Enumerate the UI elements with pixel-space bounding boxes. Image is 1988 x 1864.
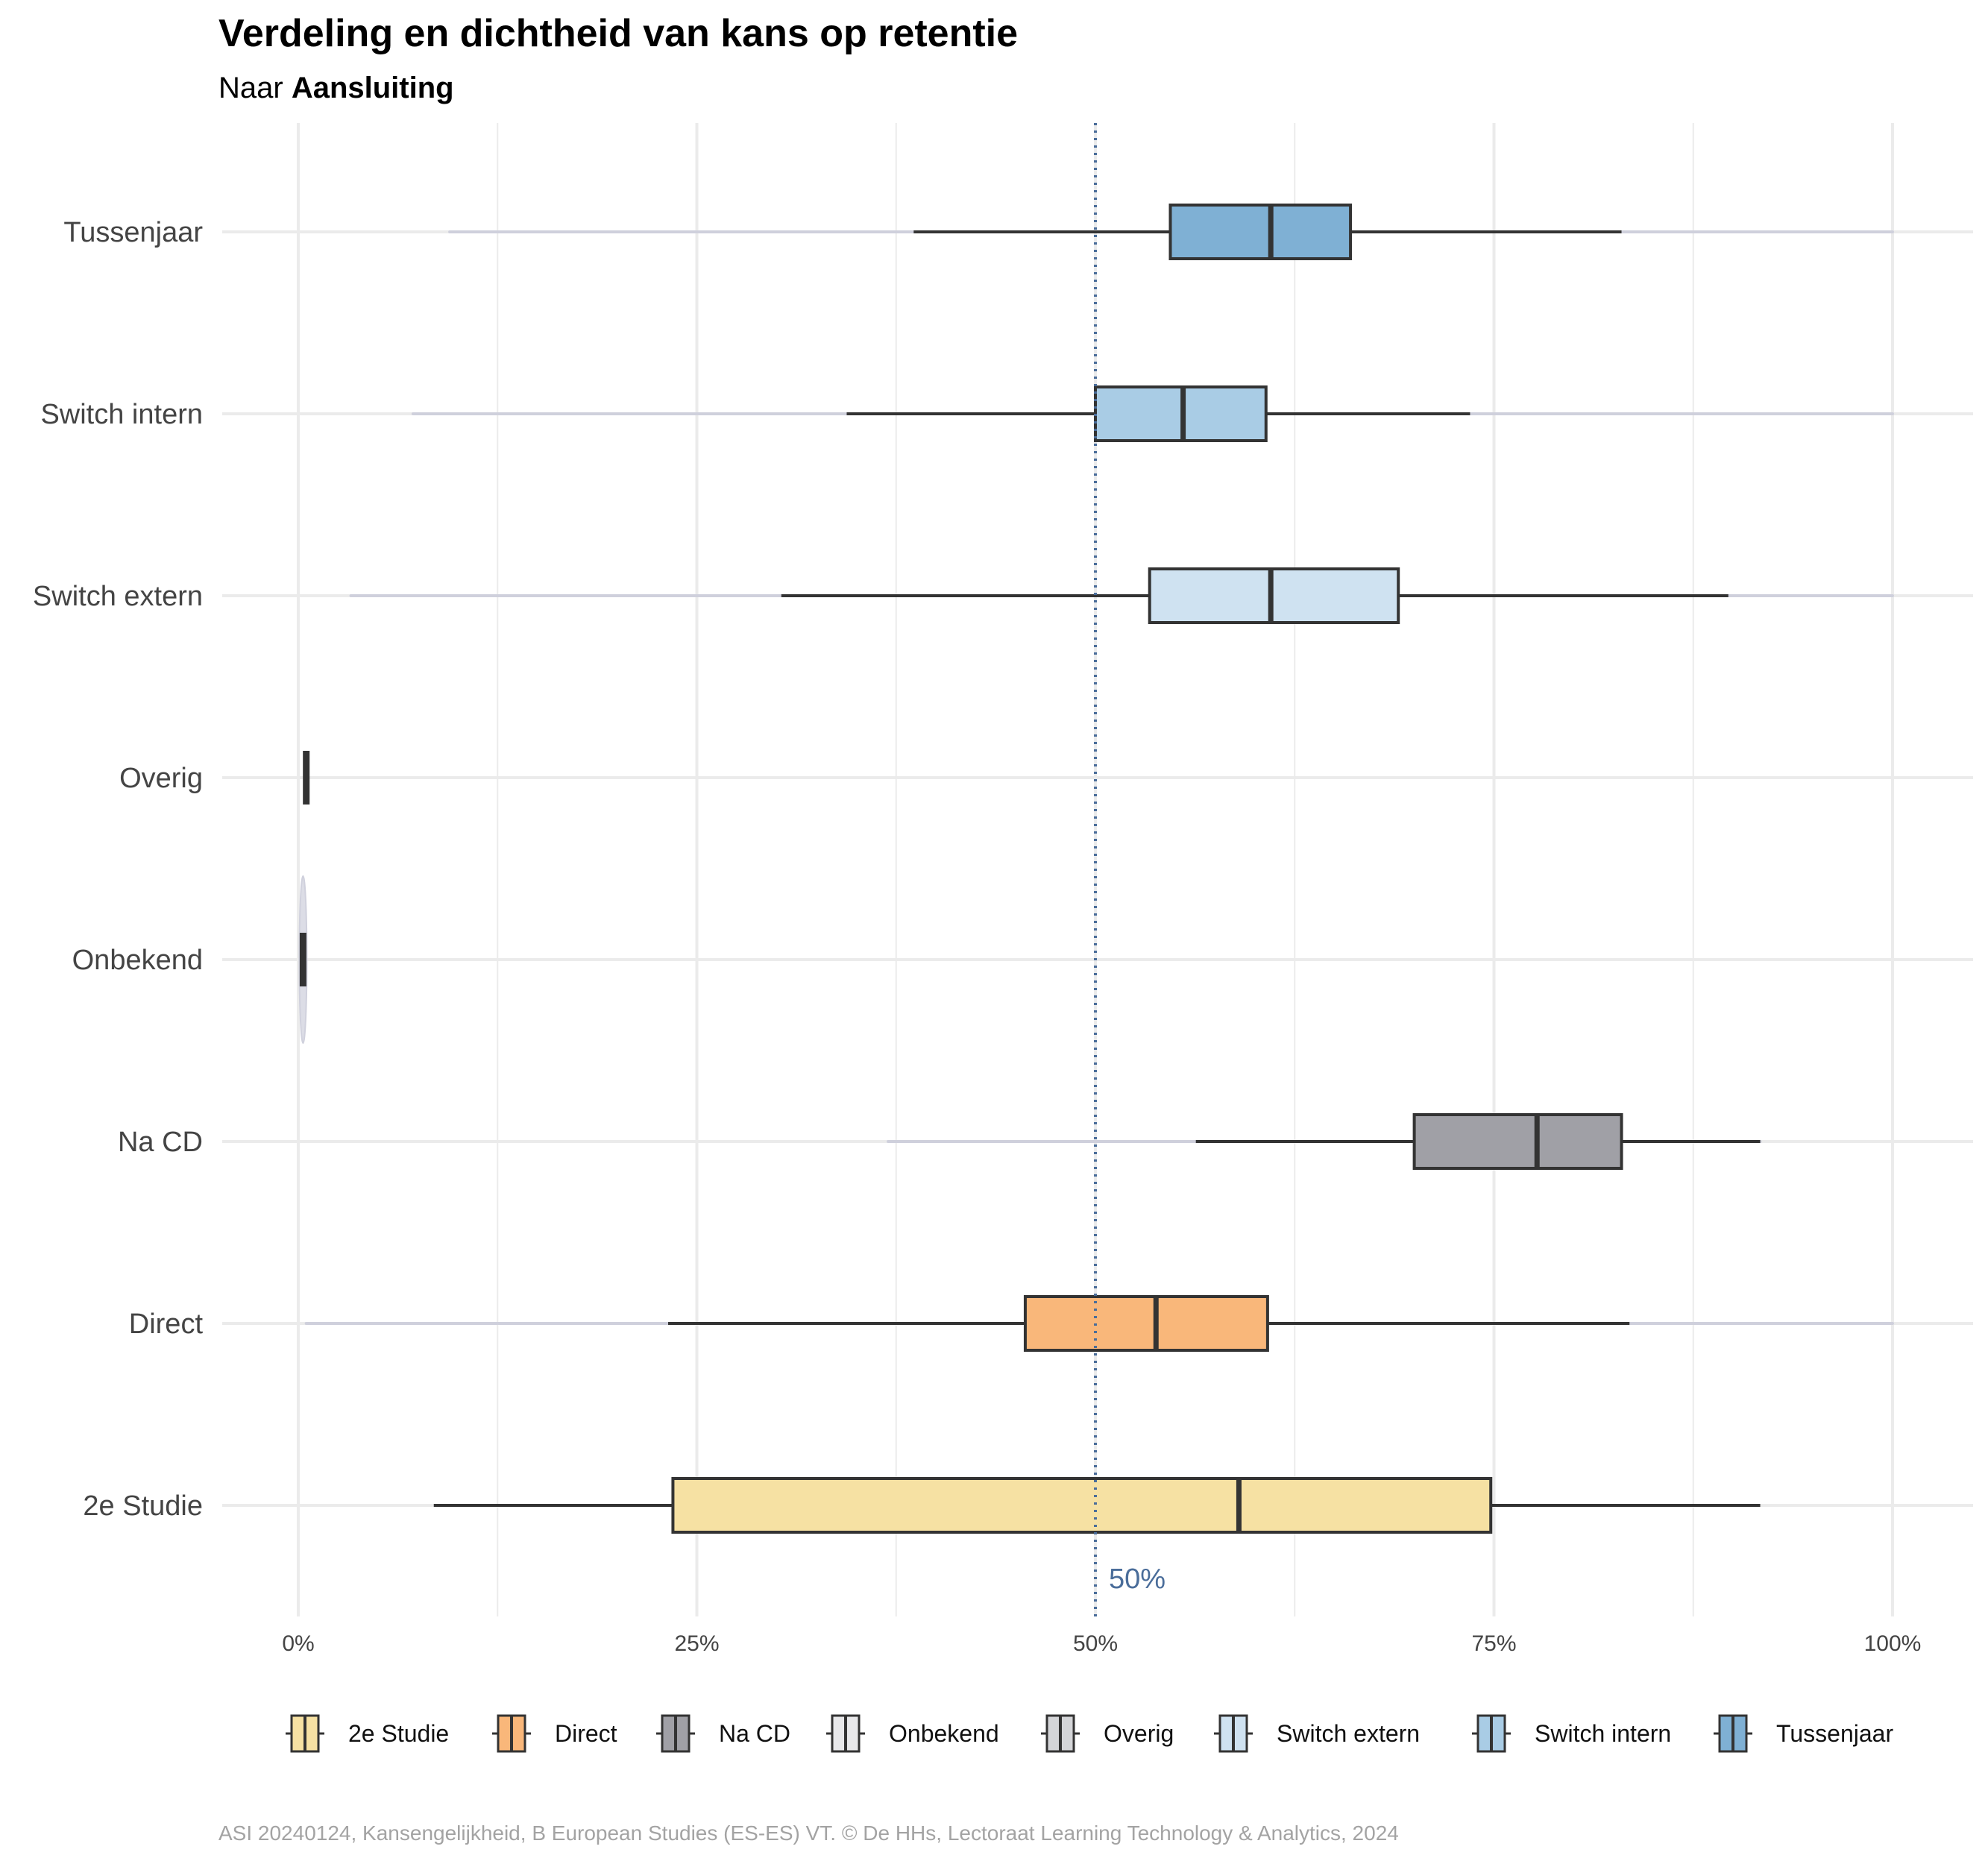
legend-label: Switch extern [1277,1720,1420,1747]
legend-item-switch-extern: Switch extern [1214,1714,1420,1753]
iqr-box [671,1477,1493,1534]
x-tick-label: 25% [674,1631,719,1656]
box-switch-extern [349,567,1894,624]
iqr-box [1412,1113,1623,1170]
x-tick-label: 50% [1073,1631,1118,1656]
iqr-box [1168,204,1353,260]
iqr-box [1023,1295,1269,1352]
x-tick-label: 100% [1864,1631,1922,1656]
box-2e-studie [433,1477,1761,1534]
legend-item-na-cd: Na CD [656,1714,790,1753]
plot-area: 0% 25% 50% 75% 100% 2e Studie Direct Na CD Onbek… [33,123,1973,1656]
chart-caption: ASI 20240124, Kansengelijkheid, B Europe… [218,1822,1399,1845]
legend-item-switch-intern: Switch intern [1472,1714,1671,1753]
y-tick-label: 2e Studie [83,1490,203,1522]
chart-subtitle: Naar Aansluiting [218,72,454,104]
y-tick-label: Switch intern [40,399,203,430]
legend-item-direct: Direct [492,1714,617,1753]
y-tick-label: Na CD [118,1127,203,1158]
legend-label: Tussenjaar [1776,1720,1893,1747]
x-tick-label: 0% [282,1631,314,1656]
box-direct [304,1295,1894,1352]
legend-item-onbekend: Onbekend [826,1714,999,1753]
chart-title: Verdeling en dichtheid van kans op reten… [218,12,1018,55]
y-tick-label: Direct [129,1309,204,1340]
legend-label: Switch intern [1535,1720,1671,1747]
box-tussenjaar [448,204,1894,260]
legend-item-tussenjaar: Tussenjaar [1714,1714,1893,1753]
y-tick-label: Switch extern [33,581,203,612]
legend-label: 2e Studie [348,1720,449,1747]
box-onbekend [298,875,308,1044]
box-switch-intern [411,385,1894,442]
y-tick-label: Tussenjaar [63,217,203,248]
legend-label: Onbekend [889,1720,999,1747]
legend: 2e Studie Direct Na CD Onbekend Overig Switch… [286,1714,1893,1753]
legend-label: Overig [1104,1720,1174,1747]
reference-line-label: 50% [1109,1564,1166,1595]
legend-label: Direct [555,1720,617,1747]
legend-label: Na CD [719,1720,790,1747]
x-tick-label: 75% [1471,1631,1516,1656]
y-tick-label: Onbekend [72,945,203,976]
legend-item-overig: Overig [1041,1714,1174,1753]
box-na-cd [887,1113,1762,1170]
y-tick-label: Overig [119,763,203,794]
legend-item-2e-studie: 2e Studie [286,1714,449,1753]
iqr-box [1148,567,1400,624]
